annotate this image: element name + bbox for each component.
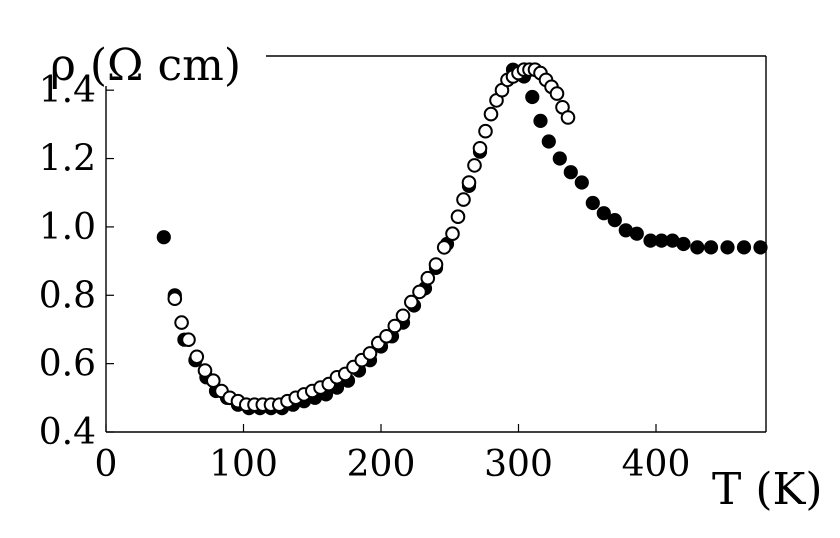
filled-data-point bbox=[541, 134, 556, 149]
x-tick-label: 100 bbox=[209, 444, 278, 485]
open-data-point bbox=[461, 175, 477, 190]
y-tick-label: 0.8 bbox=[39, 275, 96, 316]
filled-data-point bbox=[720, 240, 735, 255]
open-data-point bbox=[206, 373, 221, 389]
filled-data-point bbox=[552, 151, 567, 166]
open-data-point bbox=[362, 346, 378, 361]
open-data-point bbox=[560, 110, 576, 125]
open-data-point bbox=[549, 86, 565, 101]
y-tick-label: 0.6 bbox=[39, 344, 96, 385]
open-data-point bbox=[467, 158, 482, 173]
filled-data-point bbox=[703, 240, 719, 255]
filled-data-point bbox=[533, 113, 548, 129]
filled-data-point bbox=[585, 195, 600, 211]
filled-data-point bbox=[525, 89, 540, 105]
open-data-point bbox=[420, 270, 436, 286]
x-tick-label: 200 bbox=[347, 444, 416, 485]
filled-data-point bbox=[753, 240, 768, 255]
filled-data-point bbox=[629, 226, 644, 241]
x-tick-label: 300 bbox=[484, 444, 553, 485]
open-data-point bbox=[436, 240, 452, 255]
filled-data-point bbox=[736, 240, 752, 255]
filled-data-point bbox=[607, 213, 622, 228]
open-data-point bbox=[450, 209, 466, 224]
filled-data-point bbox=[596, 206, 611, 221]
open-data-point bbox=[181, 332, 196, 348]
axis-ticks: 0 100 200 300 400 0.4 0.6 0.8 1.0 1.2 1.4 bbox=[39, 70, 691, 485]
open-data-point bbox=[395, 308, 411, 324]
y-axis-title: ρ (Ω cm) bbox=[50, 40, 241, 91]
y-tick-label: 1.0 bbox=[39, 207, 96, 248]
filled-data-point bbox=[574, 175, 589, 190]
filled-data-point bbox=[676, 236, 691, 252]
x-tick-label: 0 bbox=[95, 444, 118, 485]
open-data-point bbox=[445, 226, 460, 241]
open-data-point bbox=[387, 318, 403, 334]
open-data-point bbox=[379, 329, 394, 344]
x-axis-title: T (K) bbox=[712, 464, 823, 515]
filled-data-point bbox=[156, 230, 171, 245]
filled-data-point bbox=[690, 240, 705, 255]
filled-data-point bbox=[563, 165, 578, 180]
open-data-point bbox=[167, 291, 183, 307]
data-points bbox=[156, 62, 768, 416]
open-data-point bbox=[428, 257, 444, 272]
y-tick-label: 0.4 bbox=[39, 412, 96, 453]
open-data-point bbox=[412, 284, 427, 300]
open-data-point bbox=[478, 123, 493, 139]
open-data-point bbox=[197, 363, 213, 378]
y-tick-label: 1.4 bbox=[39, 70, 96, 111]
x-tick-label: 400 bbox=[622, 444, 691, 485]
open-data-point bbox=[404, 294, 419, 310]
open-data-point bbox=[483, 106, 499, 122]
open-data-point bbox=[472, 141, 488, 156]
y-tick-label: 1.2 bbox=[39, 139, 96, 180]
open-data-point bbox=[174, 315, 189, 330]
open-data-point bbox=[456, 192, 471, 207]
open-data-point bbox=[189, 349, 205, 365]
